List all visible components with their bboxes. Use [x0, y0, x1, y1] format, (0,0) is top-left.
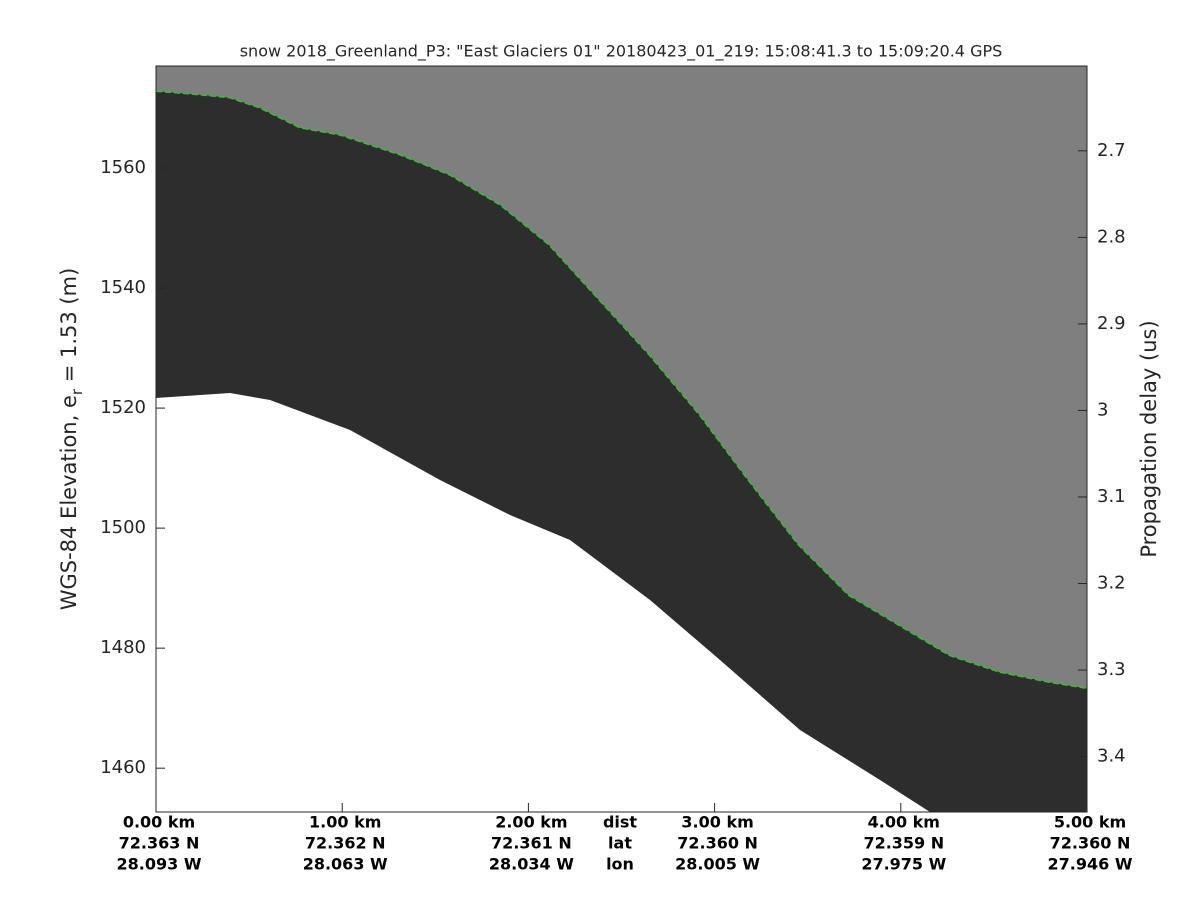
y-label-subscript: r: [68, 388, 86, 395]
lat-label: 72.360 N: [677, 834, 758, 853]
lat-label: 72.362 N: [305, 834, 386, 853]
y2-tick-label: 3.4: [1097, 746, 1126, 767]
row-label: dist: [603, 813, 637, 832]
row-label: lat: [608, 834, 632, 853]
y-tick-label: 1460: [100, 757, 146, 778]
y2-tick-label: 2.7: [1097, 140, 1126, 161]
y2-tick-label: 3.3: [1097, 659, 1126, 680]
y-label-text: WGS-84 Elevation, e: [57, 395, 81, 610]
lon-label: 27.946 W: [1048, 855, 1133, 874]
lon-label: 28.005 W: [675, 855, 760, 874]
x-tick-label: 5.00 km: [1054, 813, 1126, 832]
lat-label: 72.363 N: [119, 834, 200, 853]
y2-tick-label: 3.1: [1097, 486, 1126, 507]
lon-label: 27.975 W: [861, 855, 946, 874]
y-label-rest: = 1.53 (m): [57, 268, 81, 389]
x-tick-label: 2.00 km: [495, 813, 567, 832]
lat-label: 72.359 N: [863, 834, 944, 853]
row-label: lon: [606, 855, 634, 874]
plot-frame: [155, 65, 1088, 813]
chart-title: snow 2018_Greenland_P3: "East Glaciers 0…: [240, 42, 1003, 62]
y2-tick-label: 3.2: [1097, 573, 1126, 594]
lon-label: 28.034 W: [489, 855, 574, 874]
y-tick-label: 1520: [100, 397, 146, 418]
y2-tick-label: 3: [1097, 399, 1108, 420]
x-tick-label: 1.00 km: [309, 813, 381, 832]
lon-label: 28.093 W: [117, 855, 202, 874]
y-tick-label: 1540: [100, 277, 146, 298]
y-tick-label: 1560: [100, 157, 146, 178]
y-tick-label: 1500: [100, 517, 146, 538]
lat-label: 72.360 N: [1050, 834, 1131, 853]
lat-label: 72.361 N: [491, 834, 572, 853]
x-tick-label: 0.00 km: [123, 813, 195, 832]
y-axis-label: WGS-84 Elevation, er = 1.53 (m): [57, 268, 86, 611]
x-tick-label: 4.00 km: [868, 813, 940, 832]
lon-label: 28.063 W: [303, 855, 388, 874]
surface-line: [156, 90, 1087, 690]
y2-axis-label: Propagation delay (us): [1137, 320, 1161, 557]
y2-tick-label: 2.9: [1097, 313, 1126, 334]
y2-tick-label: 2.8: [1097, 226, 1126, 247]
no-data-region: [156, 393, 930, 812]
y-tick-label: 1480: [100, 637, 146, 658]
x-tick-label: 3.00 km: [681, 813, 753, 832]
